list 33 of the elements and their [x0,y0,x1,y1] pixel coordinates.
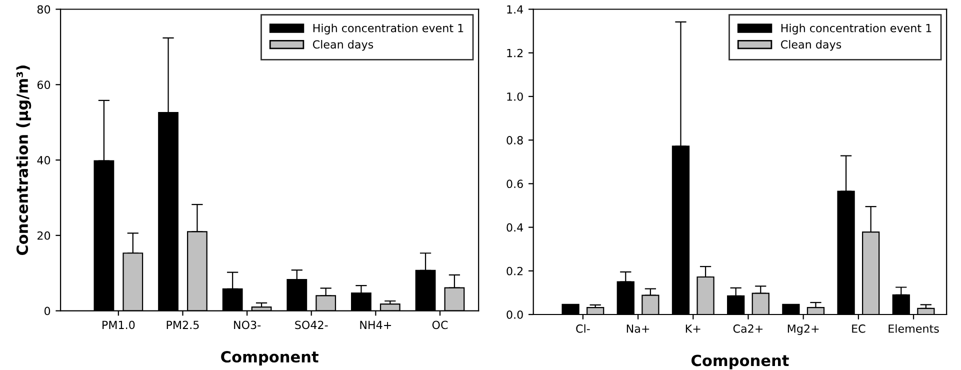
y-axis-title: Concentration (µg/m³) [16,66,32,256]
x-tick-label: Na+ [626,324,650,333]
x-tick-label: K+ [686,324,700,333]
x-tick-label: Elements [888,324,939,333]
x-axis-title: Component [691,354,789,370]
y-tick-label: 1.2 [507,48,523,58]
y-tick-label: 0.4 [506,223,524,232]
x-tick-label: NH4+ [360,320,392,329]
x-tick-label: SO42- [295,320,328,330]
y-tick-label: 1.4 [507,5,524,14]
legend-label: Clean days [312,40,374,51]
legend-label: High concentration event 1 [313,24,464,34]
x-tick-label: NO3- [234,320,261,330]
y-tick-label: 0 [44,306,50,316]
legend-label: High concentration event 1 [781,24,932,34]
y-tick-label: 40 [37,156,50,164]
x-tick-label: OC [432,320,448,330]
y-tick-label: 20 [37,231,50,240]
x-tick-label: Cl- [576,324,590,333]
y-tick-label: 0.0 [506,310,523,319]
y-tick-label: 60 [37,80,50,90]
y-tick-label: 0.2 [506,266,523,276]
y-tick-label: 1.0 [507,92,523,101]
y-tick-label: 0.8 [506,136,523,144]
x-tick-label: PM2.5 [166,320,199,330]
x-tick-label: PM1.0 [102,320,135,330]
x-tick-label: Mg2+ [788,324,819,335]
x-tick-label: EC [852,324,866,333]
y-tick-label: 0.6 [506,180,523,188]
x-tick-label: Ca2+ [733,324,763,333]
legend-label: Clean days [780,40,842,51]
x-axis-title: Component [221,350,318,366]
y-tick-label: 80 [37,5,50,14]
